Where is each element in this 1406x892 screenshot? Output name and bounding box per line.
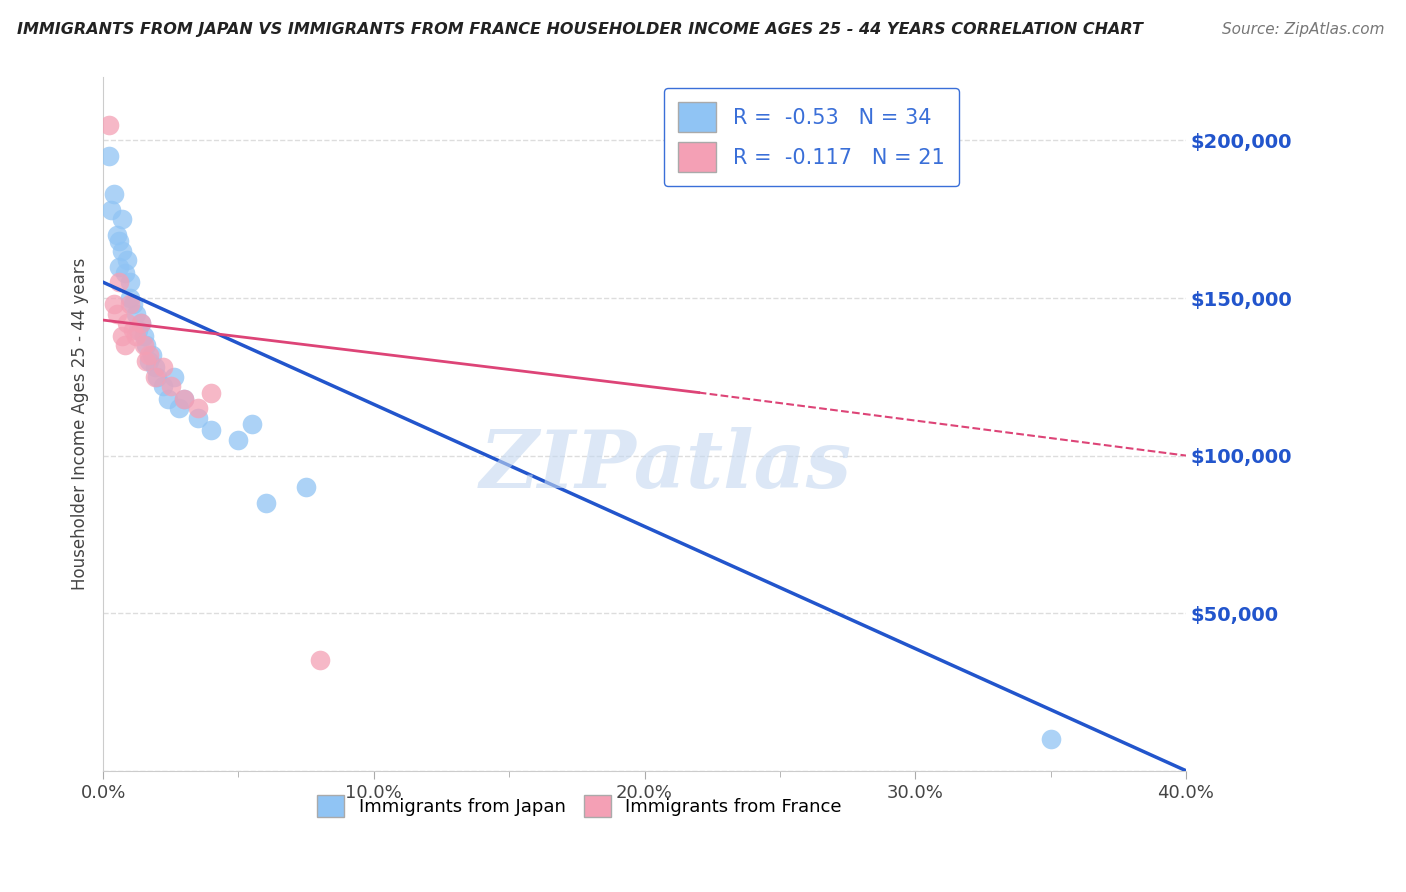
Point (111, 212, 134, 227)
Point (120, 291, 142, 305)
Point (114, 266, 136, 280)
Point (97, 149, 120, 163)
Point (114, 338, 136, 352)
Point (132, 328, 155, 343)
Point (138, 348, 160, 362)
Point (152, 379, 174, 393)
Point (117, 253, 139, 268)
Point (132, 338, 155, 352)
Point (141, 348, 163, 362)
Point (162, 369, 184, 384)
Point (167, 401, 190, 416)
Point (120, 297, 142, 311)
Point (103, 297, 125, 311)
Point (138, 354, 160, 368)
Point (143, 360, 166, 375)
Point (105, 227, 128, 242)
Point (124, 307, 146, 321)
Point (1039, 732, 1062, 747)
Point (100, 202, 122, 217)
Point (124, 328, 146, 343)
Point (159, 379, 181, 393)
Point (200, 423, 222, 437)
Text: Source: ZipAtlas.com: Source: ZipAtlas.com (1222, 22, 1385, 37)
Point (187, 401, 209, 416)
Point (295, 480, 318, 494)
Point (111, 328, 134, 343)
Text: ZIPatlas: ZIPatlas (479, 427, 852, 504)
Y-axis label: Householder Income Ages 25 - 44 years: Householder Income Ages 25 - 44 years (72, 258, 89, 591)
Point (122, 322, 145, 336)
Point (103, 187, 125, 202)
Legend: Immigrants from Japan, Immigrants from France: Immigrants from Japan, Immigrants from F… (311, 788, 849, 824)
Point (173, 392, 195, 406)
Point (228, 433, 250, 447)
Point (129, 316, 152, 330)
Point (173, 392, 195, 406)
Point (200, 385, 222, 400)
Point (120, 275, 142, 289)
Point (105, 307, 128, 321)
Point (135, 338, 157, 352)
Point (108, 260, 131, 274)
Text: IMMIGRANTS FROM JAPAN VS IMMIGRANTS FROM FRANCE HOUSEHOLDER INCOME AGES 25 - 44 : IMMIGRANTS FROM JAPAN VS IMMIGRANTS FROM… (17, 22, 1143, 37)
Point (187, 410, 209, 425)
Point (143, 369, 166, 384)
Point (254, 496, 277, 510)
Point (157, 392, 180, 406)
Point (152, 360, 174, 375)
Point (111, 244, 134, 258)
Point (146, 369, 169, 384)
Point (308, 653, 330, 667)
Point (127, 322, 149, 336)
Point (240, 417, 263, 431)
Point (117, 316, 139, 330)
Point (108, 275, 131, 289)
Point (108, 235, 131, 249)
Point (122, 297, 145, 311)
Point (97, 118, 120, 132)
Point (135, 354, 157, 368)
Point (129, 316, 152, 330)
